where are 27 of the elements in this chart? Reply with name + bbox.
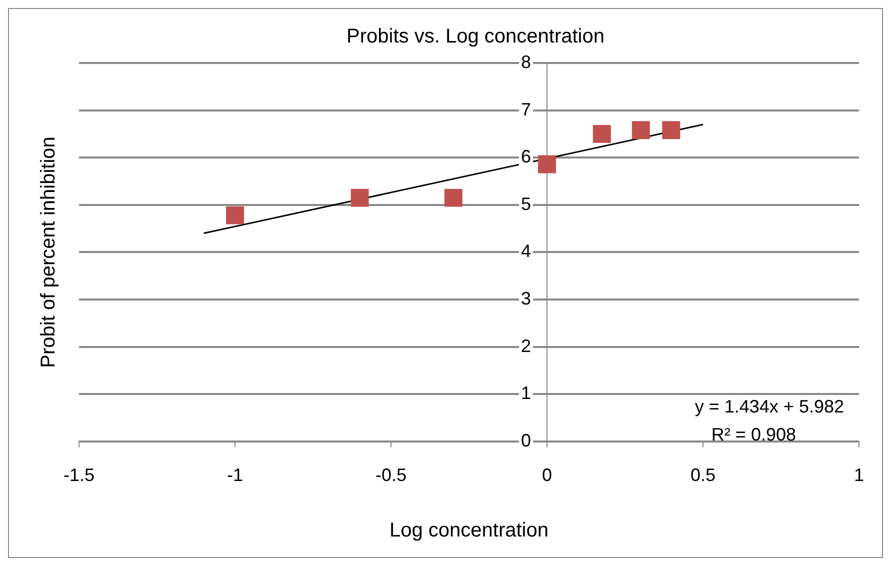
point xyxy=(592,124,611,143)
x-tick-label: 1 xyxy=(854,465,864,486)
annotation: y = 1.434x + 5.982 xyxy=(694,396,844,416)
x-tick-label: -1.5 xyxy=(63,465,95,486)
point xyxy=(662,121,680,140)
point xyxy=(350,188,369,207)
y-tick-label: 6 xyxy=(520,146,531,167)
y-tick-label: 1 xyxy=(520,383,531,404)
chart-title: Probits vs. Log concentration xyxy=(346,26,604,48)
y-tick-label: 4 xyxy=(520,241,531,262)
y-tick-label: 3 xyxy=(520,288,531,308)
y-tick-label: 0 xyxy=(520,430,531,450)
point xyxy=(632,121,650,140)
point xyxy=(444,188,462,207)
x-tick-label: 0 xyxy=(542,465,552,486)
annotation: R² = 0.908 xyxy=(711,424,796,444)
x-axis-title: Log concentration xyxy=(389,520,549,542)
point xyxy=(226,206,244,224)
x-tick-label: -0.5 xyxy=(375,465,407,486)
y-tick-label: 5 xyxy=(520,194,531,214)
point xyxy=(538,155,556,174)
y-axis-title: Probit of percent inhibition xyxy=(38,136,60,368)
y-tick-label: 7 xyxy=(520,99,531,120)
y-tick-label: 2 xyxy=(520,336,531,356)
x-tick-label: 0.5 xyxy=(690,465,716,486)
y-tick-label: 8 xyxy=(520,52,531,72)
x-tick-label: -1 xyxy=(226,465,244,486)
